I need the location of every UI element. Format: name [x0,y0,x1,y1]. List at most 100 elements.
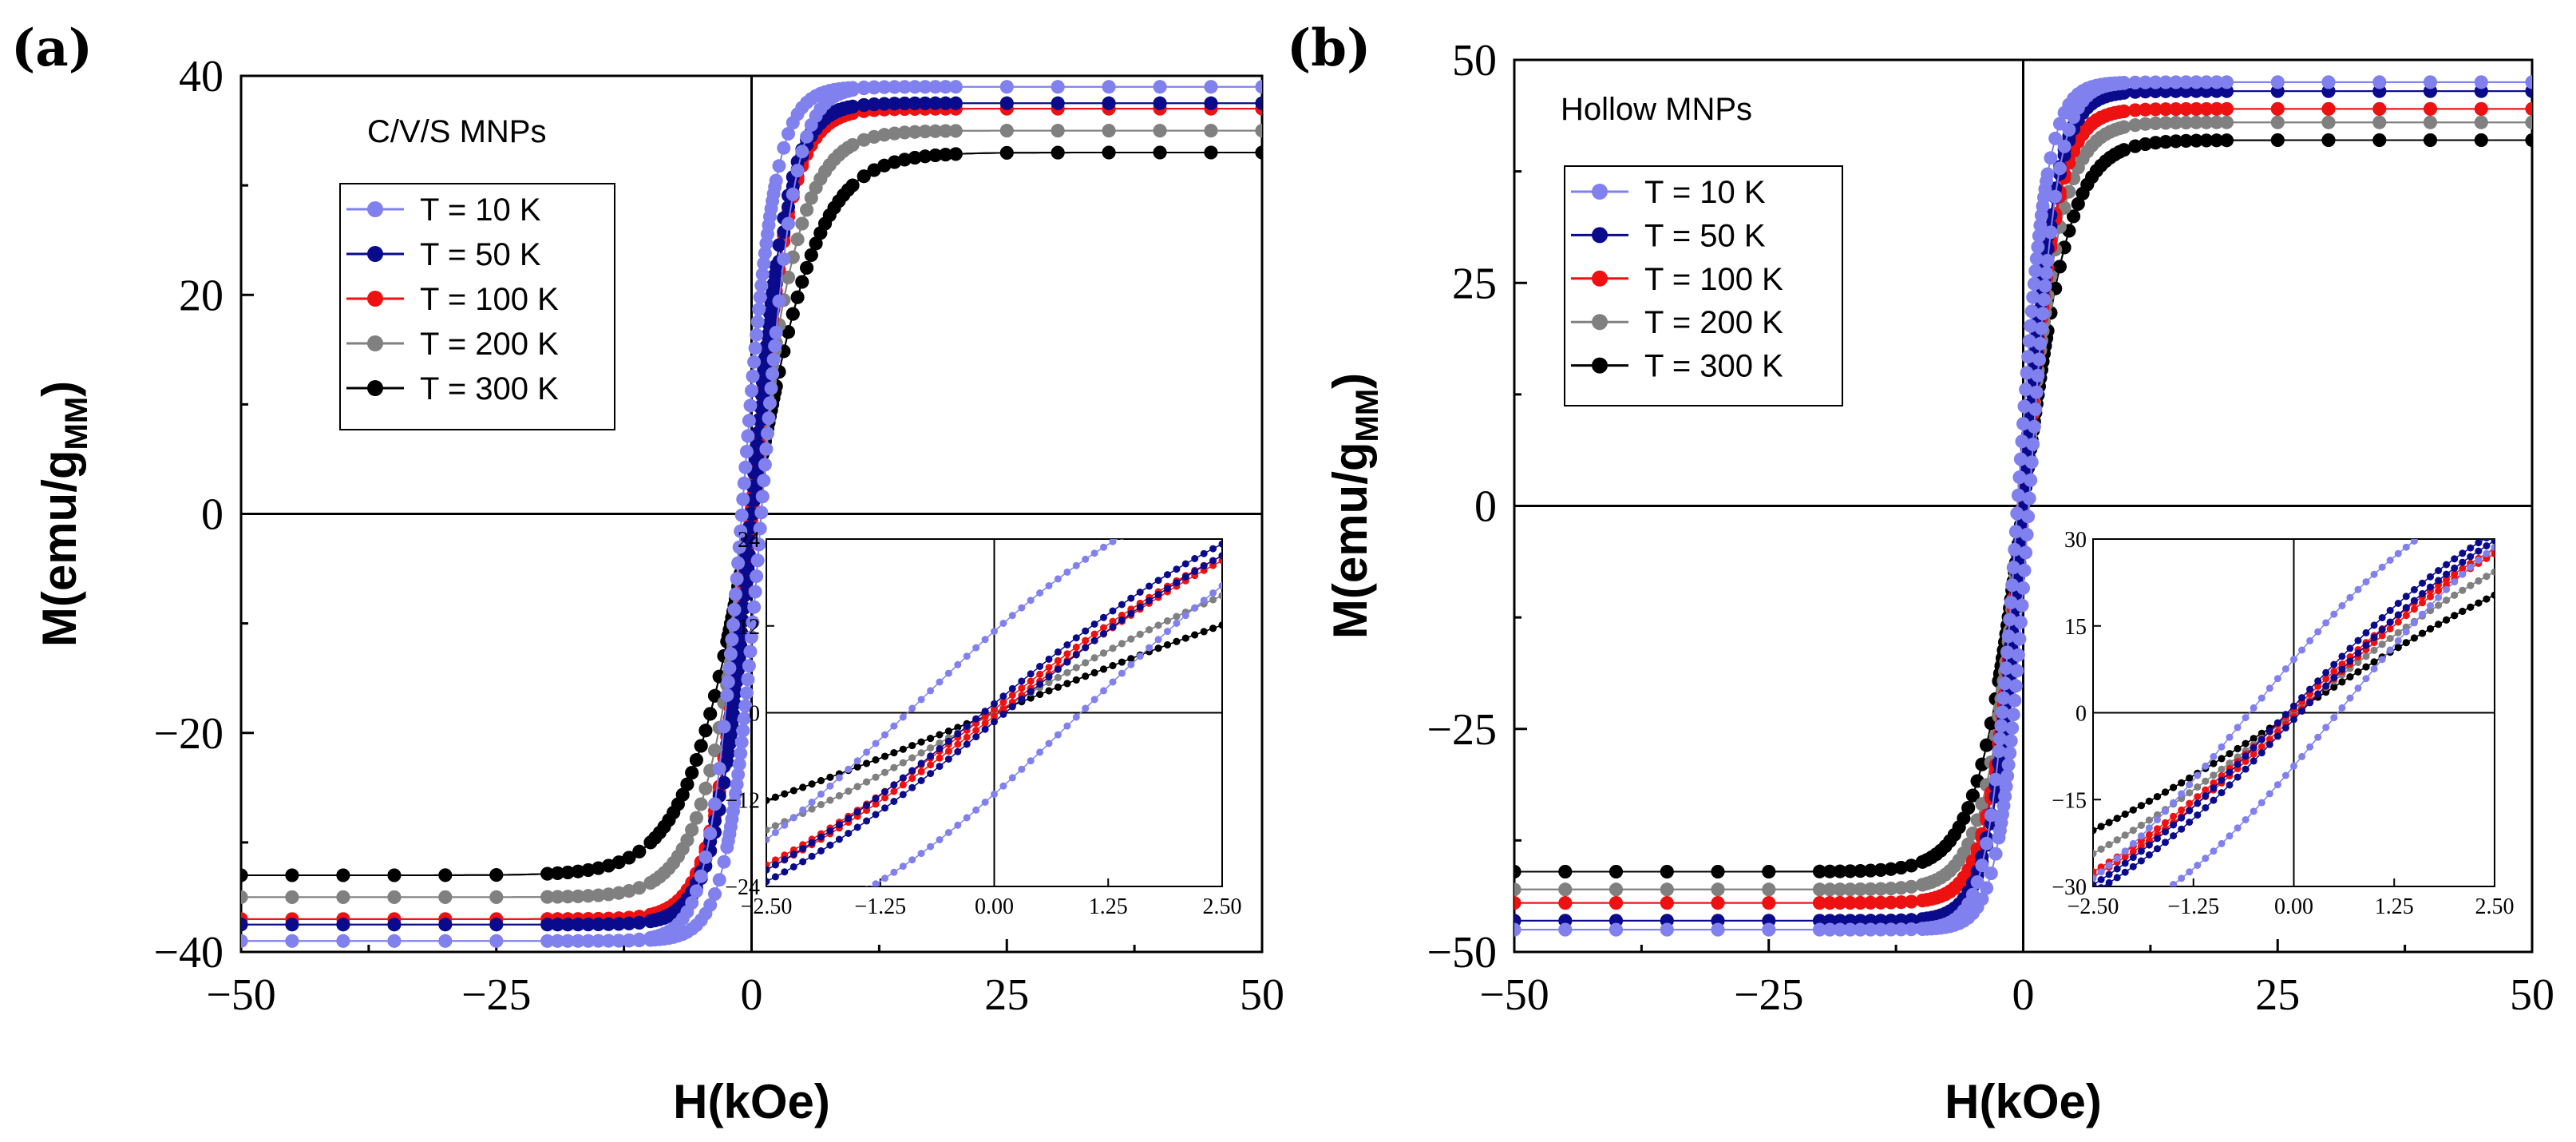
inset-data-point [936,731,944,739]
inset-data-point [1036,589,1044,597]
data-point [729,587,742,601]
data-point [730,572,744,586]
inset-data-point [2218,765,2226,773]
sample-label: Hollow MNPs [1561,92,1752,127]
inset-y-tick-label: 15 [2064,615,2087,640]
data-point [1514,896,1521,910]
inset-data-point [1109,644,1117,652]
inset-data-point [2394,636,2402,644]
data-point [592,861,606,875]
inset-data-point [899,774,907,782]
inset-data-point [927,687,935,695]
inset-data-point [2467,581,2475,589]
series-t-10-k [241,80,1262,948]
inset-series-t-50-k [766,540,1222,886]
inset-data-point [2314,682,2322,690]
data-point [1992,831,2006,845]
data-point [2008,542,2022,557]
inset-data-point [1154,636,1162,644]
inset-data-point [1036,691,1044,698]
inset-y-tick-label: −15 [2052,788,2087,813]
inset-data-point [2290,702,2297,710]
inset-data-point [2145,851,2153,858]
inset-data-point [2218,789,2226,797]
inset-data-point [2402,612,2410,620]
data-point [1874,895,1888,910]
data-point [438,918,453,932]
inset-data-point [2338,665,2346,673]
inset-y-tick-label: 30 [2064,528,2087,553]
inset-data-point [2394,611,2402,619]
legend-marker [367,246,383,262]
inset-data-point [2330,668,2338,676]
inset-data-point [817,790,825,798]
data-point [560,890,575,904]
data-point [2189,133,2203,148]
data-point [939,124,952,138]
data-point [2022,491,2036,506]
data-point [741,672,755,687]
data-point [601,917,615,931]
inset-data-point [2113,855,2121,862]
inset-data-point [1200,549,1208,557]
inset-data-point [2137,843,2145,851]
data-point [2032,228,2046,243]
inset-data-point [2265,740,2273,748]
inset-data-point [766,878,770,886]
inset-data-point [2451,564,2459,572]
inset-data-point [2121,831,2129,839]
inset-data-point [999,782,1007,790]
inset-data-point [1109,607,1117,615]
inset-data-point [1100,649,1107,657]
inset-data-point [1191,496,1198,503]
data-point [2020,527,2034,541]
inset-data-point [881,804,888,812]
inset-data-point [1154,644,1162,652]
inset-data-point [2394,549,2402,557]
data-point [2010,506,2024,521]
data-point [1813,922,1826,937]
data-point [2008,525,2023,539]
inset-data-point [1209,557,1217,565]
data-point [2424,115,2437,129]
data-point [1051,124,1065,138]
inset-data-point [1018,684,1026,692]
data-point [1984,866,1998,881]
inset-data-point [2250,750,2257,758]
inset-data-point [2475,498,2482,505]
inset-data-point [2218,776,2226,784]
inset-data-point [944,755,952,763]
inset-data-point [1127,660,1135,668]
data-point [726,707,740,721]
data-point [2148,116,2162,130]
data-point [285,890,299,904]
data-point [772,238,786,252]
inset-data-point [2370,570,2378,578]
inset-data-point [954,660,962,668]
data-point [2016,581,2030,595]
data-point [739,686,754,700]
sample-label: C/V/S MNPs [367,114,546,149]
inset-data-point [2443,597,2451,605]
data-point [867,129,881,144]
data-point [2027,419,2041,434]
data-point [755,268,770,281]
inset-data-point [2186,799,2194,807]
inset-data-point [2338,678,2346,686]
inset-data-point [1063,641,1071,648]
inset-data-point [1027,670,1035,678]
data-point [2169,134,2183,149]
data-point [888,97,902,111]
y-tick-label: 25 [1452,259,1497,308]
data-point [694,739,708,753]
data-point [897,153,912,167]
inset-data-point [1036,680,1044,688]
inset-data-point [2218,839,2226,847]
data-point [1762,896,1776,910]
inset-data-point [1127,594,1135,602]
data-point [1822,864,1837,878]
inset-data-point [2097,884,2105,886]
inset-data-point [826,773,834,781]
inset-data-point [2475,539,2483,547]
data-point [1975,858,1989,873]
